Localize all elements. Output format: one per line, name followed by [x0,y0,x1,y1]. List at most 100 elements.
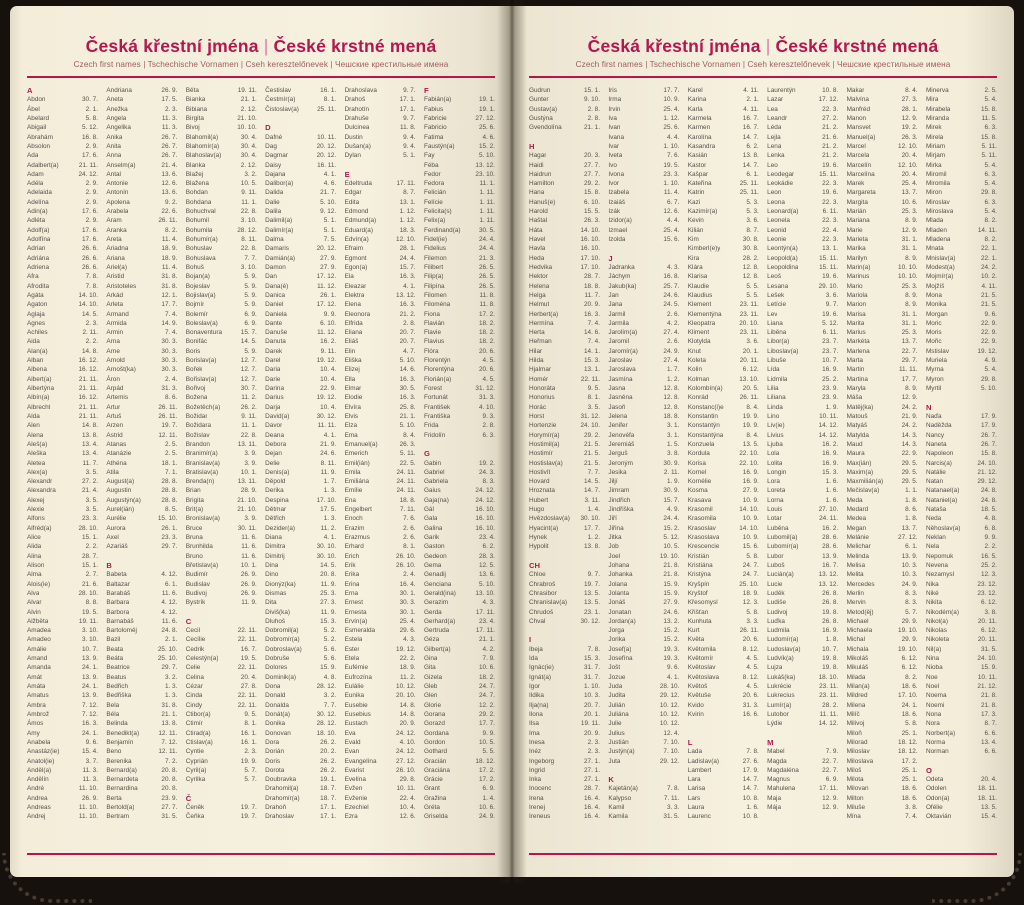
name-entry: Izmael 25. 4. [608,226,679,235]
name-column: Drahoslava 9. 7. Drahoš 17. 1. Drahotín 17. 1… [345,86,416,822]
name-entry: Matyáš 24. 2. [847,421,918,430]
name-day-date: 3. 10. [82,627,98,635]
first-name: Krasomil [687,506,713,514]
name-entry: Květoslava 8. 12. [688,673,759,682]
first-name: Jakub(ka) [608,282,637,290]
first-name: Jeroným [608,459,633,467]
name-entry: Kryšpín 25. 10. [688,580,759,589]
name-entry: Bohdan 9. 11. [186,188,257,197]
first-name: Mikuláš [846,664,869,672]
name-day-date: 8. 2. [984,217,997,225]
name-day-date: 31. 7. [584,673,600,681]
name-day-date: 2. 6. [403,524,416,532]
first-name: Melánie [846,534,869,541]
first-name: Luběna [767,524,789,532]
name-day-date: 29. 7. [161,543,178,551]
first-name: Gina [423,655,438,663]
first-name: Diana [265,534,282,541]
name-entry: Erazim 2. 6. [345,524,416,533]
name-entry: Birgita 21. 10. [186,114,257,123]
name-day-date: 10. 12. [396,683,416,690]
first-name: Leopoldina [767,263,799,271]
name-entry: Izák 12. 6. [608,207,679,216]
first-name: Anastáz(ie) [27,748,60,756]
name-entry: Jesika 2. 11. [608,468,679,477]
name-day-date: 21. 9. [320,440,337,448]
name-entry: Aletea 11. 7. [27,459,98,468]
first-name: Aleš(a) [27,440,48,448]
name-day-date: 21. 10. [237,506,257,514]
name-entry: Adolfína 17. 6. [27,235,98,244]
name-entry: Emiliána 24. 11. [345,477,416,486]
name-day-date: 1. 3. [323,487,337,495]
first-name: Ernesta [344,608,367,616]
name-entry: Melichar 6. 1. [847,542,918,551]
first-name: Cézar [185,683,203,690]
first-name: Aida [27,338,40,346]
first-name: Marcel [846,142,866,150]
name-entry: Gaius 24. 12. [424,486,495,495]
first-name: Igor [529,683,541,690]
name-entry: Arabela 22. 6. [106,207,177,216]
name-entry: Evangelína 27. 12. [345,757,416,766]
name-entry: Luděk 26. 8. [767,589,838,598]
first-name: Dobruše [265,655,290,663]
first-name: Debora [265,440,287,448]
name-day-date: 15. 3. [584,655,600,663]
name-day-date: 5. 12. [82,124,98,132]
first-name: Naďa [925,412,942,420]
name-entry: Maura 22. 9. [847,449,918,458]
first-name: Nikolas [925,627,947,635]
name-entry: Hana 15. 8. [529,188,600,197]
name-entry: Iveta 7. 6. [608,151,679,160]
name-entry: Meda 1. 8. [847,496,918,505]
name-day-date: 10. 9. [663,96,680,104]
name-entry: Gaja(na) 24. 12. [424,496,495,505]
name-day-date: 2. 2. [85,338,98,346]
name-entry: Areta 11. 4. [106,235,177,244]
name-entry: Kateřina 25. 11. [688,179,759,188]
name-entry: Nikodém(a) 3. 8. [926,608,997,617]
first-name: Drahoň [265,804,287,812]
section-letter: L [687,737,693,747]
first-name: Jadranka [608,263,635,271]
name-day-date: 16. 6. [742,710,759,718]
name-entry: Ludiše 26. 8. [767,598,838,607]
name-entry: Margareta 13. 7. [847,188,918,197]
name-entry: Lenka 21. 2. [767,151,838,160]
first-name: Filibert [423,263,444,271]
name-day-date: 18. 12. [898,748,918,756]
name-entry: Nona 17. 3. [926,710,997,719]
first-name: Longin [767,468,787,476]
first-name: Chloe [529,571,546,579]
first-name: Doris [265,757,281,765]
name-day-date: 26. 10. [396,561,416,569]
first-name: Kilián [687,226,704,234]
name-entry: Bojmír 5. 9. [186,300,257,309]
name-entry: Cyntie 2. 3. [186,747,257,756]
first-name: Aristid [106,273,125,281]
name-day-date: 7. 10. [663,748,680,756]
name-entry: Hyacint(a) 17. 7. [529,524,600,533]
name-day-date: 22. 4. [822,226,839,234]
first-name: Ernest [344,599,364,607]
name-entry: Donát(a) 30. 12. [265,710,336,719]
first-name: Doubravka [265,776,297,784]
name-entry: Hilar 14. 1. [529,347,600,356]
name-entry: Beno 12. 11. [106,747,177,756]
name-day-date: 13. 4. [82,440,98,448]
name-day-date: 12. 9. [822,794,839,802]
name-day-date: 14. 8. [399,701,416,709]
name-entry: Anabela 9. 6. [27,738,98,747]
name-day-date: 7. 10. [663,738,680,746]
first-name: Miriam [925,142,946,150]
name-day-date: 26. 1. [161,524,178,532]
name-day-date: 30. 9. [663,459,680,467]
name-entry: Laura 1. 6. [688,803,759,812]
first-name: Julius [608,729,625,737]
name-entry: Letície 9. 7. [767,300,838,309]
name-day-date: 1. 2. [587,534,600,541]
first-name: Gerhard(a) [423,617,456,625]
name-entry: Babeta 4. 12. [106,570,177,579]
first-name: André [27,785,45,793]
